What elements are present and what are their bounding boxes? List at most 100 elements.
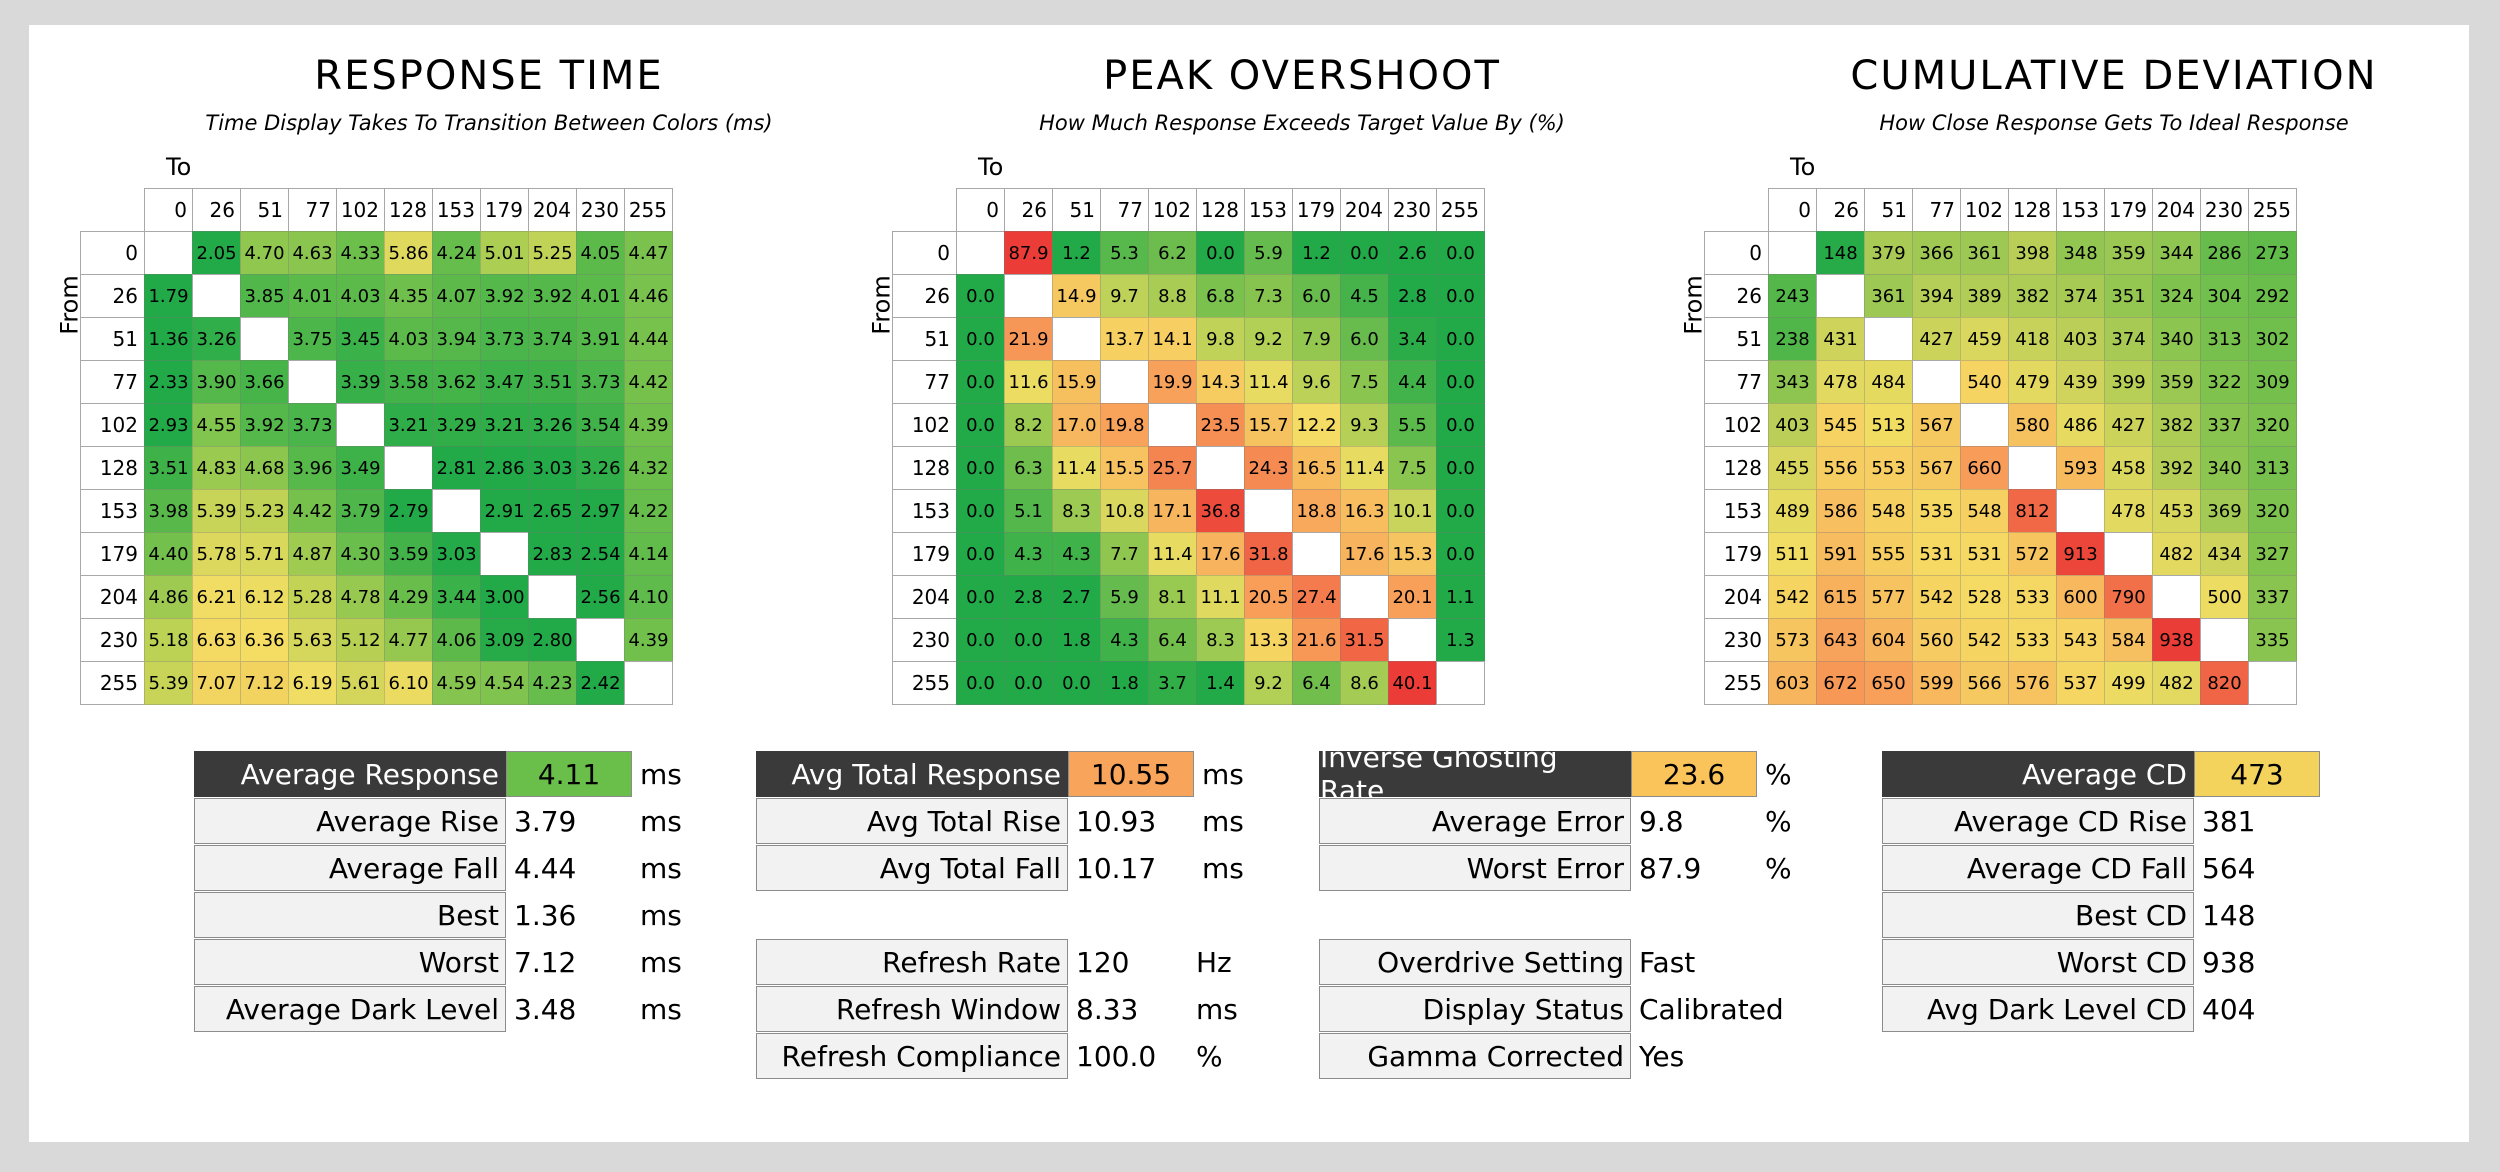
stat-label: Average Dark Level [194,986,506,1032]
heatmap-cell: 4.46 [624,274,673,318]
stat-label: Worst CD [1882,939,2194,985]
heatmap-cell: 0.0 [956,360,1005,404]
heatmap-cell: 599 [1912,661,1961,705]
heatmap-cell: 5.39 [144,661,193,705]
heatmap-cell: 0.0 [956,403,1005,447]
heatmap-cell: 7.3 [1244,274,1293,318]
heatmap-cell: 369 [2200,489,2249,533]
heatmap-cell: 9.2 [1244,317,1293,361]
stat-label: Average CD [1882,751,2194,797]
heatmap-cell: 398 [2008,231,2057,275]
heatmap-cell: 812 [2008,489,2057,533]
heatmap-cell: 3.94 [432,317,481,361]
heatmap-cell: 3.73 [288,403,337,447]
heatmap-cell: 5.78 [192,532,241,576]
heatmap-cell: 458 [2104,446,2153,490]
heatmap-cell: 427 [2104,403,2153,447]
heatmap-cell: 337 [2200,403,2249,447]
heatmap-cell: 2.05 [192,231,241,275]
heatmap-cell: 3.47 [480,360,529,404]
column-header: 51 [240,188,289,232]
heatmap-cell: 379 [1864,231,1913,275]
heatmap-cell [384,446,433,490]
heatmap-cell: 0.0 [956,274,1005,318]
heatmap-cell: 938 [2152,618,2201,662]
stat-unit: ms [1202,757,1244,791]
heatmap-cell: 3.45 [336,317,385,361]
heatmap-cell: 4.35 [384,274,433,318]
heatmap-cell: 21.9 [1004,317,1053,361]
heatmap-cell: 591 [1816,532,1865,576]
heatmap-cell [2200,618,2249,662]
heatmap-cell: 14.3 [1196,360,1245,404]
heatmap-cell: 3.00 [480,575,529,619]
heatmap-cell: 359 [2104,231,2153,275]
heatmap-cell: 3.58 [384,360,433,404]
row-header: 204 [80,575,145,619]
heatmap-cell: 573 [1768,618,1817,662]
heatmap-cell: 6.8 [1196,274,1245,318]
row-header: 179 [80,532,145,576]
heatmap-cell: 4.3 [1052,532,1101,576]
heatmap-cell: 0.0 [1436,360,1485,404]
column-header: 204 [2152,188,2201,232]
heatmap-cell: 3.44 [432,575,481,619]
heatmap-cell: 4.03 [336,274,385,318]
heatmap-cell: 13.3 [1244,618,1293,662]
heatmap-cell: 1.4 [1196,661,1245,705]
column-header: 153 [1244,188,1293,232]
heatmap-cell: 4.23 [528,661,577,705]
heatmap-cell: 3.03 [528,446,577,490]
heatmap-cell: 486 [2056,403,2105,447]
stat-unit: Hz [1196,945,1232,979]
stat-value: 87.9 [1639,851,1702,885]
heatmap-cell [1864,317,1913,361]
heatmap-cell [480,532,529,576]
heatmap-cell: 8.3 [1052,489,1101,533]
heatmap-cell: 0.0 [956,317,1005,361]
column-header: 77 [1912,188,1961,232]
row-header: 255 [892,661,957,705]
stat-unit: ms [1202,804,1244,838]
heatmap-cell: 24.3 [1244,446,1293,490]
heatmap-cell: 542 [1960,618,2009,662]
stat-value: 4.11 [506,751,632,797]
heatmap-cell: 3.29 [432,403,481,447]
heatmap-cell: 2.79 [384,489,433,533]
heatmap-cell: 478 [1816,360,1865,404]
heatmap-cell: 5.01 [480,231,529,275]
heatmap-cell: 4.44 [624,317,673,361]
heatmap-cell: 374 [2056,274,2105,318]
stat-label: Avg Total Rise [756,798,1068,844]
heatmap-cell: 1.8 [1100,661,1149,705]
heatmap-cell: 576 [2008,661,2057,705]
heatmap-cell: 533 [2008,575,2057,619]
heatmap-cell: 382 [2008,274,2057,318]
heatmap-cell: 5.18 [144,618,193,662]
heatmap-cell: 8.8 [1148,274,1197,318]
heatmap-cell: 17.6 [1196,532,1245,576]
heatmap-cell: 600 [2056,575,2105,619]
column-header: 204 [1340,188,1389,232]
column-header: 102 [1960,188,2009,232]
stat-value: 404 [2202,992,2256,1026]
heatmap-cell: 4.03 [384,317,433,361]
heatmap-cell: 10.8 [1100,489,1149,533]
heatmap-cell: 4.40 [144,532,193,576]
column-header: 179 [480,188,529,232]
heatmap-cell: 359 [2152,360,2201,404]
heatmap-cell: 548 [1960,489,2009,533]
stat-label: Average Fall [194,845,506,891]
heatmap-cell: 0.0 [1436,489,1485,533]
column-header: 230 [2200,188,2249,232]
row-header: 0 [1704,231,1769,275]
heatmap-cell: 0.0 [1436,532,1485,576]
row-header: 179 [892,532,957,576]
stat-value: 8.33 [1076,992,1139,1026]
stat-value: 148 [2202,898,2256,932]
heatmap-cell: 577 [1864,575,1913,619]
heatmap-cell: 361 [1960,231,2009,275]
heatmap-cell: 304 [2200,274,2249,318]
row-header: 51 [892,317,957,361]
stat-unit: ms [1202,851,1244,885]
